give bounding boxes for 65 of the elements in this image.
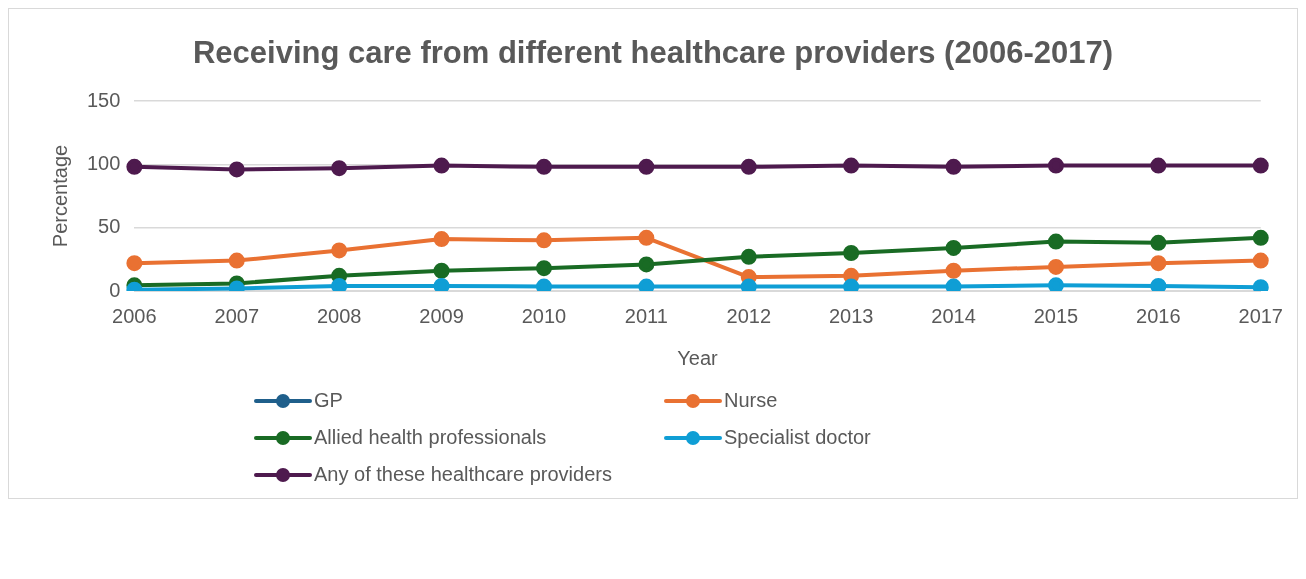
point xyxy=(1047,233,1064,250)
legend-label: GP xyxy=(314,389,343,412)
point xyxy=(638,278,655,291)
point xyxy=(843,157,860,174)
point xyxy=(331,160,348,177)
point xyxy=(1150,255,1167,272)
point xyxy=(1150,234,1167,251)
x-axis-title: Year xyxy=(677,346,719,369)
x-tick-label: 2012 xyxy=(726,304,772,327)
point xyxy=(535,158,552,175)
point xyxy=(535,232,552,249)
x-tick-label: 2006 xyxy=(112,304,157,327)
x-tick-label: 2010 xyxy=(521,304,567,327)
point xyxy=(740,158,757,175)
legend-label: Allied health professionals xyxy=(314,426,547,449)
point xyxy=(331,277,348,291)
point xyxy=(945,262,962,279)
y-tick-label: 50 xyxy=(98,215,121,238)
point xyxy=(638,229,655,246)
x-tick-label: 2008 xyxy=(316,304,362,327)
point xyxy=(740,278,757,291)
y-tick-label: 150 xyxy=(86,88,121,111)
x-tick-label: 2017 xyxy=(1238,304,1283,327)
point xyxy=(535,278,552,291)
point xyxy=(740,248,757,265)
point xyxy=(945,158,962,175)
point xyxy=(945,278,962,291)
legend-label: Any of these healthcare providers xyxy=(314,463,612,486)
point xyxy=(1150,157,1167,174)
chart-title: Receiving care from different healthcare providers (2006-2017) xyxy=(191,34,1114,72)
y-axis-title: Percentage xyxy=(48,144,71,248)
x-tick-label: 2007 xyxy=(214,304,260,327)
legend-label: Nurse xyxy=(724,389,778,412)
point xyxy=(331,242,348,259)
point xyxy=(638,256,655,273)
point xyxy=(1252,229,1269,246)
point xyxy=(535,260,552,277)
y-tick-label: 100 xyxy=(86,151,121,174)
point xyxy=(1150,277,1167,291)
point xyxy=(433,231,450,248)
point xyxy=(843,278,860,291)
x-tick-label: 2016 xyxy=(1136,304,1181,327)
point xyxy=(433,262,450,279)
point xyxy=(126,158,143,175)
point xyxy=(228,252,245,269)
point xyxy=(1252,279,1269,291)
x-tick-label: 2009 xyxy=(419,304,464,327)
x-tick-label: 2011 xyxy=(624,304,668,327)
y-tick-label: 0 xyxy=(109,278,121,301)
x-tick-label: 2014 xyxy=(931,304,976,327)
point xyxy=(1047,277,1064,291)
point xyxy=(1252,252,1269,269)
x-tick-label: 2015 xyxy=(1033,304,1079,327)
legend-label: Specialist doctor xyxy=(724,426,871,449)
point xyxy=(126,255,143,272)
point xyxy=(433,157,450,174)
point xyxy=(638,158,655,175)
point xyxy=(228,161,245,178)
point xyxy=(1047,258,1064,275)
point xyxy=(1047,157,1064,174)
point xyxy=(843,245,860,261)
point xyxy=(433,277,450,291)
point xyxy=(945,239,962,256)
point xyxy=(1252,157,1269,174)
x-tick-label: 2013 xyxy=(828,304,874,327)
